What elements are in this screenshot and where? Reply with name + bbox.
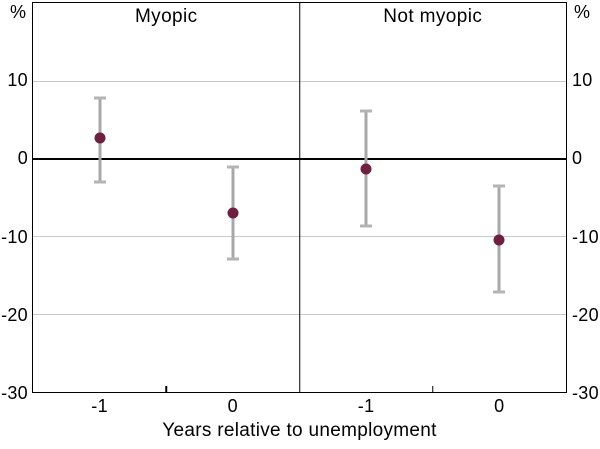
y-tick-label: -10 xyxy=(572,226,599,247)
x-axis-title: Years relative to unemployment xyxy=(162,420,437,441)
y-tick-label: 0 xyxy=(572,148,583,169)
y-axis-unit-right: % xyxy=(574,2,591,22)
error-bar-cap-bottom xyxy=(93,180,106,184)
y-tick-label: 0 xyxy=(17,148,28,169)
y-axis-unit-left: % xyxy=(9,2,26,22)
y-tick-label: 10 xyxy=(7,70,28,91)
error-bar-cap-bottom xyxy=(493,290,506,294)
y-tick-label: -10 xyxy=(1,226,28,247)
error-bar-cap-top xyxy=(226,165,239,169)
x-tick-label: 0 xyxy=(494,396,505,416)
y-tick-label: -30 xyxy=(1,383,28,403)
data-point xyxy=(493,234,505,245)
data-point xyxy=(227,207,239,219)
data-point xyxy=(94,132,106,144)
error-bar-cap-top xyxy=(93,96,106,100)
panel-not-myopic: Not myopic -1 0 xyxy=(300,3,567,415)
y-tick-label: -30 xyxy=(572,383,599,403)
panel-title: Myopic xyxy=(134,6,198,27)
plot-area: Myopic -1 0 Not myopic -1 0 xyxy=(32,2,567,415)
y-axis-right: % 10 0 -10 -20 -30 xyxy=(571,2,600,402)
x-tick-label: -1 xyxy=(357,396,375,416)
panel-myopic: Myopic -1 0 xyxy=(33,3,300,415)
error-bar-cap-top xyxy=(493,184,506,188)
x-axis-minor-tick xyxy=(432,386,434,392)
x-tick-label: 0 xyxy=(227,396,239,416)
y-axis-left: % 10 0 -10 -20 -30 xyxy=(0,2,29,402)
data-point xyxy=(360,163,372,175)
error-bar-cap-top xyxy=(360,109,373,113)
error-bar-cap-bottom xyxy=(226,257,239,261)
y-tick-label: -20 xyxy=(572,304,599,325)
y-tick-label: 10 xyxy=(572,70,593,91)
error-bar-cap-bottom xyxy=(360,224,373,227)
x-axis-minor-tick xyxy=(165,386,167,392)
y-tick-label: -20 xyxy=(1,304,28,325)
panel-divider xyxy=(298,3,301,392)
x-tick-label: -1 xyxy=(91,396,109,416)
panel-title: Not myopic xyxy=(383,6,483,27)
